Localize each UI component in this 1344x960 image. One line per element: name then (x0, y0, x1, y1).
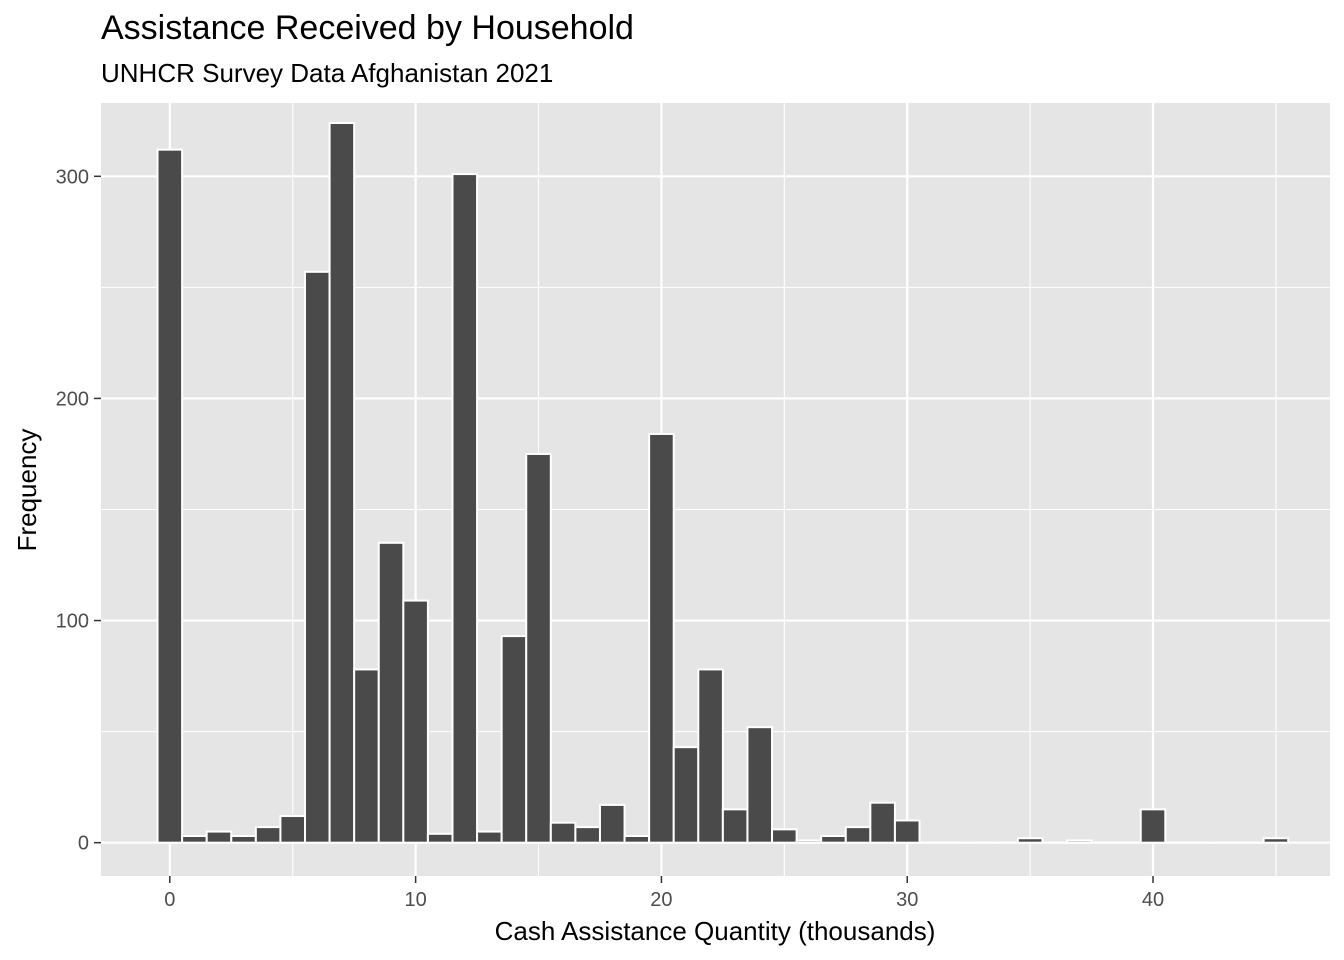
histogram-bar (279, 815, 307, 844)
histogram-bar (820, 835, 847, 844)
histogram-bar (426, 832, 454, 844)
chart-title: Assistance Received by Household (101, 9, 634, 47)
histogram-bar (623, 835, 651, 844)
histogram-bar (697, 668, 724, 844)
x-tick-label: 30 (896, 889, 918, 911)
histogram-bar (771, 828, 798, 844)
histogram-bar (721, 808, 749, 844)
histogram-bar (1139, 808, 1167, 844)
histogram-bar (205, 830, 233, 844)
histogram-bar (402, 599, 429, 844)
x-tick-label: 20 (650, 889, 672, 911)
histogram-bar (1065, 839, 1093, 844)
histogram-bar (156, 148, 184, 844)
x-tick-label: 0 (164, 889, 175, 911)
y-tick-label: 0 (78, 833, 89, 855)
histogram-bar (451, 173, 479, 844)
x-axis-title: Cash Assistance Quantity (thousands) (495, 916, 936, 946)
histogram-bar (500, 635, 528, 844)
histogram-bar (869, 801, 896, 844)
histogram-bar (254, 826, 282, 844)
histogram-bar (598, 803, 626, 844)
histogram-bar (328, 121, 356, 844)
y-axis: 0 100 200 300 (56, 166, 101, 855)
histogram-bar (476, 830, 503, 844)
y-tick-label: 300 (56, 166, 89, 188)
histogram-bar (746, 726, 774, 844)
y-tick-label: 100 (56, 611, 89, 633)
bars-group (156, 121, 1290, 844)
x-tick-label: 40 (1142, 889, 1164, 911)
histogram-bar (230, 835, 257, 844)
histogram-bar (672, 746, 700, 844)
y-axis-title: Frequency (12, 429, 42, 552)
x-tick-label: 10 (404, 889, 426, 911)
histogram-bar (353, 668, 380, 844)
histogram-bar (304, 270, 331, 844)
histogram-bar (549, 821, 577, 844)
histogram-bar (795, 839, 823, 844)
histogram-bar (893, 819, 921, 844)
histogram-bar (1262, 837, 1290, 844)
histogram-bar (1016, 837, 1044, 844)
y-tick-label: 200 (56, 388, 89, 410)
histogram-bar (844, 826, 872, 844)
chart-subtitle: UNHCR Survey Data Afghanistan 2021 (101, 58, 553, 88)
histogram-bar (648, 432, 675, 844)
histogram-bar (181, 835, 208, 844)
x-axis: 0 10 20 30 40 (164, 876, 1164, 911)
histogram-bar (377, 541, 405, 844)
histogram-bar (574, 826, 601, 844)
histogram-bar (525, 452, 552, 844)
